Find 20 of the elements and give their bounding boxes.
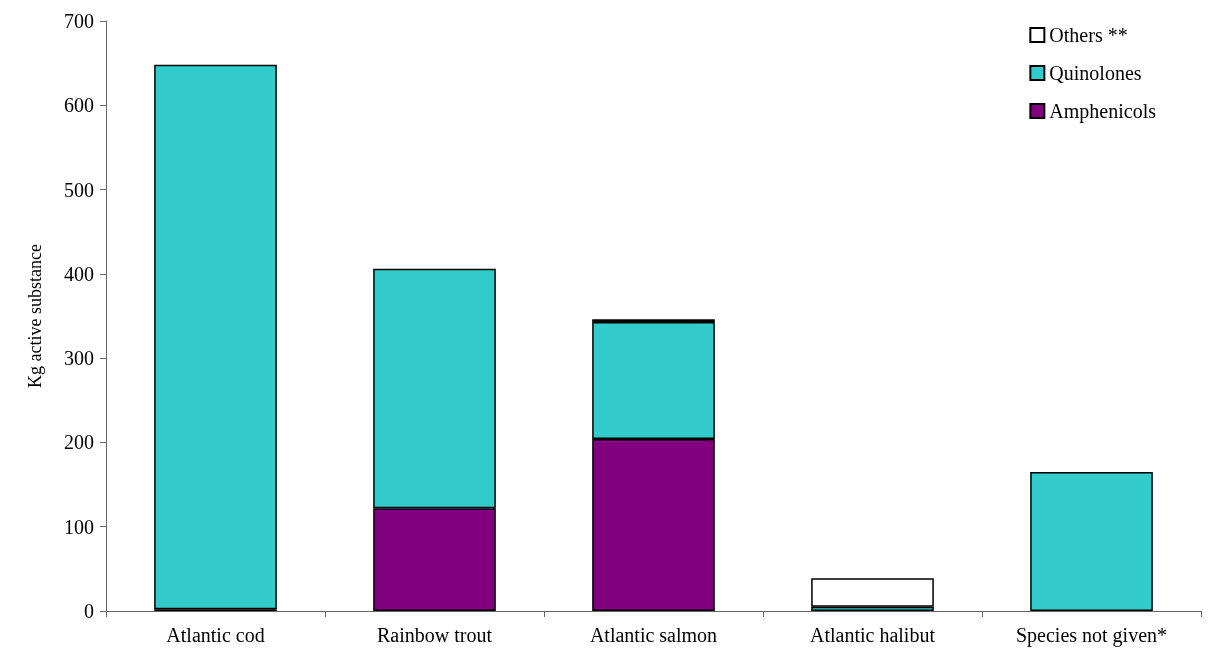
y-tick-label: 0 [84,600,94,622]
y-tick-label: 500 [64,178,94,201]
y-tick-label: 700 [64,10,94,32]
y-tick-label: 600 [64,94,94,117]
y-tick-label: 300 [64,347,94,370]
x-tick-label: Atlantic halibut [810,624,936,646]
y-axis-title: Kg active substance [25,244,45,388]
y-tick-label: 400 [64,262,94,285]
bar [811,578,934,607]
legend-label: Quinolones [1049,62,1142,84]
x-tick-label: Rainbow trout [377,624,493,646]
x-tick-label: Atlantic salmon [589,624,718,646]
legend-label: Others ** [1049,24,1128,46]
y-tick-label: 100 [64,515,94,538]
legend-label: Amphenicols [1049,100,1157,123]
bar [154,64,277,610]
x-tick-label: Atlantic cod [166,624,265,646]
bar [1030,471,1153,611]
x-tick-label: Species not given* [1015,624,1168,647]
y-tick-label: 200 [64,431,94,454]
